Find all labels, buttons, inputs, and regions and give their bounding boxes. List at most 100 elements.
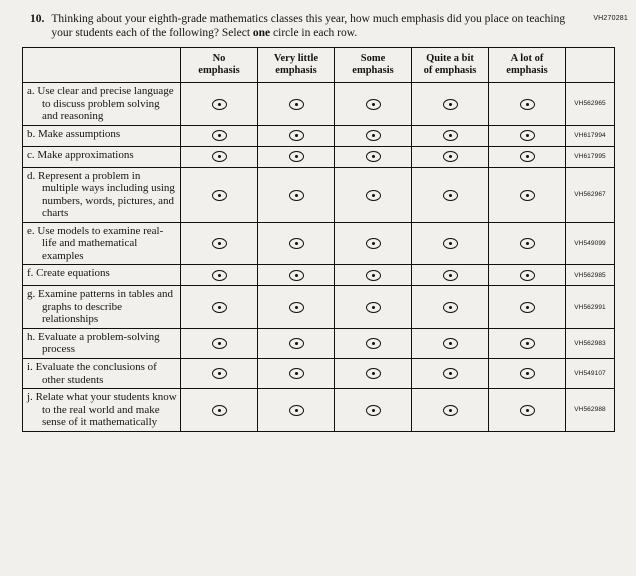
answer-bubble[interactable]	[519, 338, 535, 350]
answer-cell	[180, 124, 258, 147]
answer-cell	[488, 285, 566, 329]
answer-bubble[interactable]	[442, 151, 458, 163]
answer-bubble[interactable]	[288, 189, 304, 201]
answer-bubble[interactable]	[211, 404, 227, 416]
answer-cell	[334, 388, 412, 432]
answer-bubble[interactable]	[288, 270, 304, 282]
answer-bubble[interactable]	[519, 301, 535, 313]
answer-bubble[interactable]	[519, 98, 535, 110]
answer-bubble[interactable]	[288, 301, 304, 313]
answer-bubble[interactable]	[519, 189, 535, 201]
answer-cell	[257, 327, 335, 360]
table-row: i. Evaluate the conclusions of other stu…	[22, 357, 615, 390]
answer-cell	[488, 327, 566, 360]
row-code: VH562988	[565, 388, 615, 432]
answer-bubble[interactable]	[519, 404, 535, 416]
answer-bubble[interactable]	[211, 130, 227, 142]
answer-cell	[488, 124, 566, 147]
table-row: e. Use models to examine real-life and m…	[22, 221, 615, 266]
header-row: No emphasis Very little emphasis Some empha…	[22, 47, 615, 84]
answer-bubble[interactable]	[442, 368, 458, 380]
answer-bubble[interactable]	[519, 368, 535, 380]
answer-bubble[interactable]	[365, 130, 381, 142]
column-header-very-little: Very little emphasis	[257, 47, 335, 84]
row-label: f. Create equations	[22, 264, 181, 287]
answer-bubble[interactable]	[365, 151, 381, 163]
answer-cell	[334, 285, 412, 329]
row-code: VH562965	[565, 82, 615, 126]
answer-cell	[257, 221, 335, 266]
answer-bubble[interactable]	[519, 270, 535, 282]
answer-bubble[interactable]	[288, 338, 304, 350]
answer-bubble[interactable]	[288, 151, 304, 163]
row-code: VH549099	[565, 221, 615, 266]
answer-bubble[interactable]	[365, 238, 381, 250]
answer-cell	[488, 388, 566, 432]
answer-bubble[interactable]	[519, 130, 535, 142]
question-text-part1: Thinking about your eighth-grade mathema…	[51, 13, 566, 40]
answer-bubble[interactable]	[288, 368, 304, 380]
answer-bubble[interactable]	[288, 404, 304, 416]
row-label: d. Represent a problem in multiple ways …	[22, 166, 181, 223]
answer-bubble[interactable]	[211, 238, 227, 250]
answer-cell	[257, 82, 335, 126]
answer-bubble[interactable]	[365, 270, 381, 282]
answer-cell	[411, 264, 489, 287]
answer-bubble[interactable]	[442, 404, 458, 416]
question-text: Thinking about your eighth-grade mathema…	[51, 12, 586, 40]
answer-bubble[interactable]	[365, 338, 381, 350]
answer-bubble[interactable]	[442, 189, 458, 201]
answer-cell	[257, 166, 335, 223]
question-text-part2: circle in each row.	[270, 27, 358, 40]
answer-bubble[interactable]	[211, 368, 227, 380]
answer-bubble[interactable]	[519, 238, 535, 250]
answer-cell	[488, 264, 566, 287]
answer-bubble[interactable]	[365, 98, 381, 110]
answer-bubble[interactable]	[442, 338, 458, 350]
answer-bubble[interactable]	[365, 368, 381, 380]
answer-cell	[411, 388, 489, 432]
answer-cell	[411, 82, 489, 126]
row-code: VH562967	[565, 166, 615, 223]
answer-bubble[interactable]	[288, 238, 304, 250]
table-row: a. Use clear and precise language to dis…	[22, 82, 615, 126]
answer-cell	[411, 145, 489, 168]
answer-bubble[interactable]	[442, 98, 458, 110]
table-row: h. Evaluate a problem-solving process VH…	[22, 327, 615, 360]
answer-cell	[180, 285, 258, 329]
answer-bubble[interactable]	[519, 151, 535, 163]
answer-cell	[257, 285, 335, 329]
answer-bubble[interactable]	[211, 98, 227, 110]
answer-cell	[180, 327, 258, 360]
answer-bubble[interactable]	[442, 270, 458, 282]
answer-cell	[257, 124, 335, 147]
answer-cell	[334, 145, 412, 168]
row-label: b. Make assumptions	[22, 124, 181, 147]
answer-bubble[interactable]	[288, 130, 304, 142]
answer-bubble[interactable]	[211, 301, 227, 313]
row-label: a. Use clear and precise language to dis…	[22, 82, 181, 126]
row-label: c. Make approximations	[22, 145, 181, 168]
table-row: j. Relate what your students know to the…	[22, 388, 615, 432]
answer-bubble[interactable]	[442, 301, 458, 313]
column-header-a-lot: A lot of emphasis	[488, 47, 566, 84]
page-code: VH270281	[593, 15, 628, 22]
answer-bubble[interactable]	[365, 189, 381, 201]
answer-bubble[interactable]	[442, 238, 458, 250]
column-header-no-emphasis: No emphasis	[180, 47, 258, 84]
table-row: g. Examine patterns in tables and graphs…	[22, 285, 615, 329]
answer-bubble[interactable]	[211, 338, 227, 350]
answer-bubble[interactable]	[288, 98, 304, 110]
answer-bubble[interactable]	[211, 189, 227, 201]
answer-bubble[interactable]	[211, 151, 227, 163]
answer-bubble[interactable]	[442, 130, 458, 142]
row-label: g. Examine patterns in tables and graphs…	[22, 285, 181, 329]
answer-bubble[interactable]	[365, 301, 381, 313]
answer-cell	[180, 264, 258, 287]
answer-bubble[interactable]	[211, 270, 227, 282]
answer-cell	[257, 357, 335, 390]
row-code: VH549107	[565, 357, 615, 390]
answer-bubble[interactable]	[365, 404, 381, 416]
answer-cell	[488, 145, 566, 168]
answer-cell	[180, 221, 258, 266]
